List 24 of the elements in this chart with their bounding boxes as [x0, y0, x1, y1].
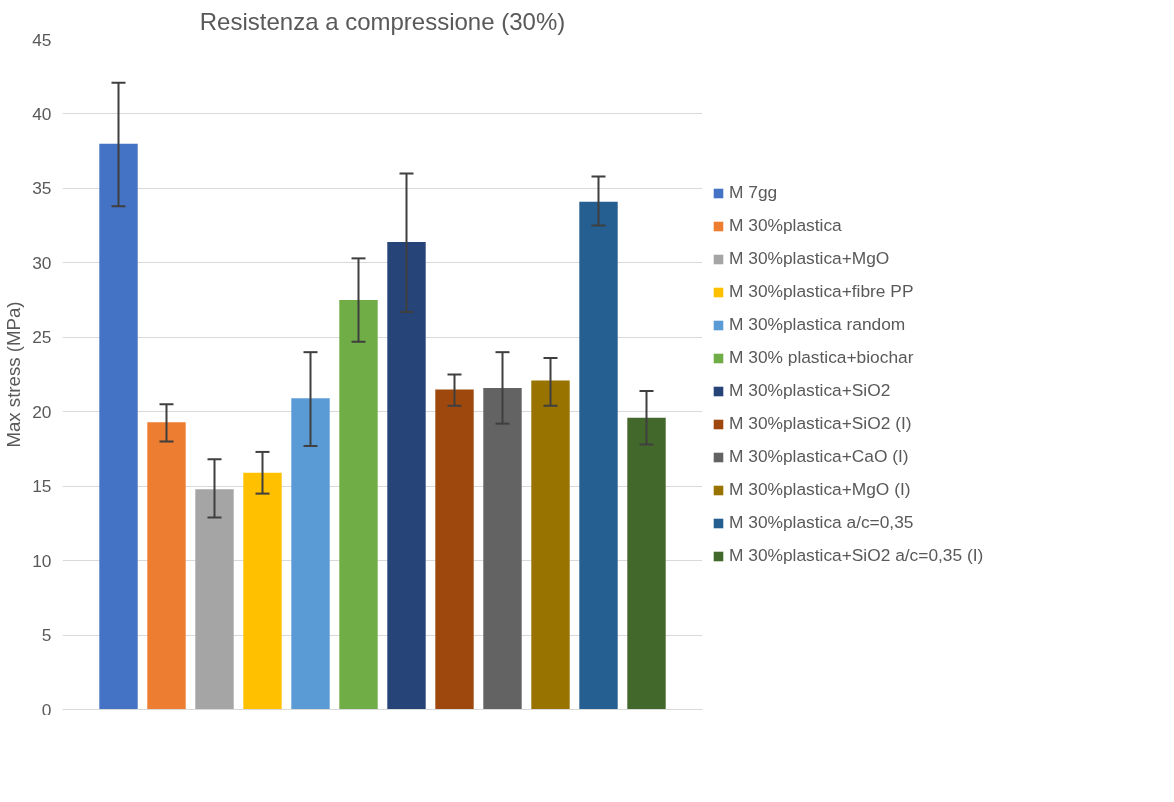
y-tick-label: 45: [32, 29, 52, 50]
legend-label: M 30%plastica a/c=0,35: [729, 512, 914, 533]
legend-label: M 30%plastica+SiO2 (I): [729, 413, 912, 434]
y-axis-title: Max stress (MPa): [3, 301, 25, 448]
y-tick-label: 0: [41, 699, 52, 720]
legend-label: M 7gg: [729, 182, 778, 203]
legend-label: M 30% plastica+biochar: [729, 347, 914, 368]
legend-label: M 30%plastica+MgO (I): [729, 479, 911, 500]
legend-label: M 30%plastica+MgO: [729, 248, 890, 269]
legend-label: M 30%plastica+fibre PP: [729, 281, 914, 302]
legend-label: M 30%plastica random: [729, 314, 906, 335]
legend-label: M 30%plastica: [729, 215, 842, 236]
legend-label: M 30%plastica+SiO2: [729, 380, 891, 401]
legend-label: M 30%plastica+SiO2 a/c=0,35 (I): [729, 545, 984, 566]
y-tick-label: 5: [41, 625, 52, 646]
y-tick-label: 40: [32, 103, 52, 124]
y-tick-label: 15: [32, 476, 52, 497]
y-tick-label: 35: [32, 178, 52, 199]
y-tick-label: 10: [32, 550, 52, 571]
y-tick-label: 25: [32, 327, 52, 348]
legend-label: M 30%plastica+CaO (I): [729, 446, 909, 467]
y-tick-label: 30: [32, 252, 52, 273]
y-tick-label: 20: [32, 401, 52, 422]
chart-title: Resistenza a compressione (30%): [199, 7, 566, 35]
